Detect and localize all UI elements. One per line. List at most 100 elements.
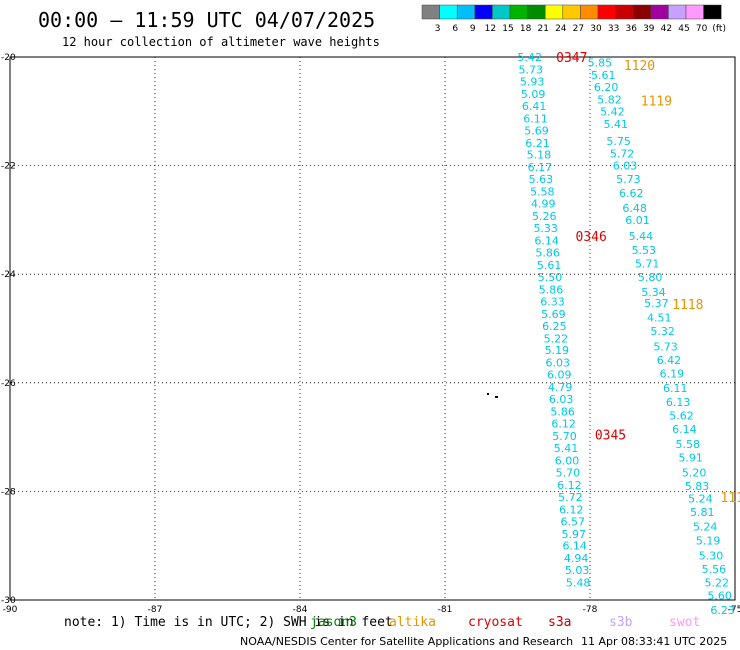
x-tick-label: -81 bbox=[438, 605, 453, 615]
chart-title: 00:00 – 11:59 UTC 04/07/2025 bbox=[38, 8, 375, 32]
colorbar-label: 39 bbox=[643, 24, 655, 34]
wave-height-point: 5.32 bbox=[650, 325, 675, 338]
colorbar-label: 36 bbox=[625, 24, 637, 34]
wave-height-point: 5.73 bbox=[653, 340, 678, 353]
wave-height-point: 6.21 bbox=[525, 137, 550, 150]
wave-height-point: 6.20 bbox=[594, 81, 619, 94]
wave-height-point: 5.63 bbox=[529, 173, 554, 186]
x-tick-label: -90 bbox=[3, 605, 18, 615]
colorbar-swatch bbox=[615, 4, 634, 20]
satellite-label-altika: altika bbox=[389, 615, 436, 630]
pass-time-label: 1117 bbox=[721, 491, 740, 506]
track-1118: 4.515.32 5.736.426.196.116.135.626.14 5.58… bbox=[647, 298, 713, 505]
wave-height-point: 5.58 bbox=[530, 186, 555, 199]
plot-frame bbox=[9, 56, 736, 601]
track-1117: 5.815.245.195.305.565.225.606.231117 bbox=[690, 491, 740, 617]
wave-height-point: 5.86 bbox=[535, 246, 560, 259]
colorbar-swatch bbox=[544, 4, 564, 20]
wave-height-point: 5.97 bbox=[561, 528, 586, 541]
wave-height-point: 5.37 bbox=[644, 297, 669, 310]
pass-time-label: 0346 bbox=[576, 230, 607, 245]
pass-time-label: 1119 bbox=[641, 94, 672, 109]
colorbar-label: 27 bbox=[573, 24, 584, 34]
colorbar-label: 18 bbox=[520, 24, 532, 34]
wave-height-point: 5.93 bbox=[520, 75, 545, 88]
colorbar-swatch bbox=[597, 4, 616, 20]
colorbar-label: 70 bbox=[696, 24, 708, 34]
wave-height-point: 5.18 bbox=[527, 149, 552, 162]
track-0346: 5.865.615.505.866.335.696.255.225.196.03… bbox=[535, 230, 606, 443]
track-0347: 5.425.735.935.096.416.115.696.215.186.17… bbox=[518, 51, 588, 248]
wave-height-point: 6.41 bbox=[522, 100, 547, 113]
colorbar-swatch bbox=[580, 4, 599, 20]
wave-height-point: 6.48 bbox=[622, 202, 647, 215]
x-tick-label: -75 bbox=[728, 605, 740, 615]
wave-height-point: 5.72 bbox=[610, 148, 635, 161]
footer-credit: NOAA/NESDIS Center for Satellite Applica… bbox=[240, 635, 573, 648]
wave-height-point: 6.12 bbox=[559, 503, 584, 516]
y-tick-label: -30 bbox=[1, 596, 16, 606]
wave-height-point: 5.30 bbox=[699, 549, 724, 562]
chart-subtitle: 12 hour collection of altimeter wave hei… bbox=[62, 35, 380, 49]
wave-height-point: 6.42 bbox=[657, 354, 682, 367]
wave-height-point: 6.03 bbox=[546, 357, 571, 370]
y-tick-label: -24 bbox=[1, 270, 16, 280]
colorbar-label: 42 bbox=[661, 24, 672, 34]
satellite-label-cryosat: cryosat bbox=[468, 615, 523, 630]
wave-height-point: 5.19 bbox=[696, 534, 721, 547]
stray-mark bbox=[495, 396, 498, 398]
wave-height-point: 6.09 bbox=[547, 369, 572, 382]
wave-height-point: 5.86 bbox=[550, 406, 575, 419]
wave-height-point: 5.41 bbox=[554, 442, 579, 455]
wave-height-point: 5.69 bbox=[541, 308, 566, 321]
wave-height-point: 5.24 bbox=[693, 521, 718, 534]
colorbar-swatch bbox=[421, 4, 440, 20]
colorbar-label: 12 bbox=[485, 24, 496, 34]
wave-height-point: 6.57 bbox=[561, 515, 586, 528]
wave-height-point: 5.60 bbox=[707, 590, 732, 603]
wave-height-point: 5.09 bbox=[521, 88, 546, 101]
track-1120: 5.855.616.205.82 1120 bbox=[588, 56, 656, 106]
wave-height-point: 6.03 bbox=[549, 393, 574, 406]
colorbar-label: 9 bbox=[470, 24, 476, 34]
pass-time-label: 0347 bbox=[556, 51, 587, 66]
wave-height-point: 5.62 bbox=[669, 409, 694, 422]
satellite-label-s3a: s3a bbox=[548, 615, 571, 630]
colorbar-swatch bbox=[668, 4, 687, 20]
track-1119: 5.425.41 5.755.726.035.736.62 6.486.01 5.44… bbox=[600, 94, 672, 310]
wave-height-point: 5.81 bbox=[690, 506, 715, 519]
pass-time-label: 1120 bbox=[624, 59, 655, 74]
grid-lines bbox=[10, 57, 735, 600]
wave-height-point: 5.42 bbox=[600, 105, 625, 118]
wave-height-point: 6.00 bbox=[555, 454, 580, 467]
y-tick-label: -20 bbox=[1, 53, 16, 63]
wave-height-point: 5.70 bbox=[556, 466, 581, 479]
wave-height-point: 5.41 bbox=[604, 118, 629, 131]
colorbar-swatch bbox=[632, 4, 652, 20]
wave-height-point: 6.25 bbox=[542, 320, 567, 333]
colorbar-label: 21 bbox=[537, 24, 548, 34]
satellite-label-s3b: s3b bbox=[609, 615, 633, 630]
colorbar-swatch bbox=[527, 4, 546, 20]
wave-height-point: 5.33 bbox=[533, 222, 558, 235]
colorbar-swatch bbox=[439, 4, 458, 20]
colorbar-label: (ft) bbox=[712, 24, 726, 34]
colorbar-label: 24 bbox=[555, 24, 567, 34]
wave-height-point: 5.75 bbox=[606, 135, 631, 148]
wave-height-point: 6.11 bbox=[523, 112, 548, 125]
stray-mark bbox=[487, 393, 489, 395]
colorbar-swatch bbox=[492, 4, 511, 20]
wave-height-point: 5.83 bbox=[685, 480, 710, 493]
wave-height-point: 6.01 bbox=[625, 214, 650, 227]
y-tick-label: -26 bbox=[1, 379, 16, 389]
wave-height-point: 6.17 bbox=[528, 161, 553, 174]
wave-height-point: 5.20 bbox=[682, 466, 707, 479]
x-tick-label: -87 bbox=[148, 605, 163, 615]
wave-height-point: 5.34 bbox=[641, 286, 666, 299]
colorbar-swatch bbox=[456, 4, 476, 20]
wave-height-point: 4.99 bbox=[531, 198, 556, 211]
x-tick-label: -84 bbox=[293, 605, 308, 615]
satellite-label-swot: swot bbox=[669, 615, 700, 630]
y-tick-label: -28 bbox=[1, 487, 16, 497]
